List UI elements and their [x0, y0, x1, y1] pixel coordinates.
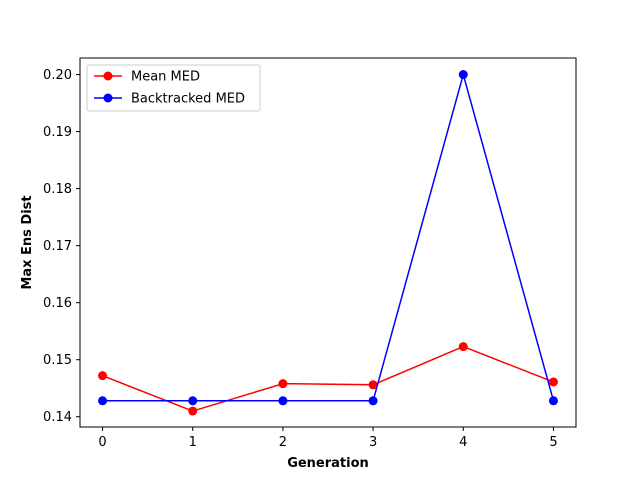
y-tick-label: 0.16: [43, 296, 72, 311]
y-tick-label: 0.14: [43, 410, 72, 425]
x-tick-label: 5: [549, 435, 557, 450]
legend-mean-med-marker: [103, 71, 113, 81]
legend-backtracked-med-label: Backtracked MED: [131, 92, 245, 107]
y-axis-ticks: 0.14 0.15 0.16 0.17 0.18 0.19 0.20: [43, 68, 80, 425]
backtracked-med-point: [368, 396, 378, 406]
legend-backtracked-med-marker: [103, 93, 113, 103]
x-axis-label: Generation: [287, 456, 369, 471]
backtracked-med-point: [278, 396, 288, 406]
x-axis-ticks: 0 1 2 3 4 5: [98, 427, 558, 450]
x-tick-label: 3: [369, 435, 377, 450]
x-tick-label: 4: [459, 435, 467, 450]
y-tick-label: 0.19: [43, 125, 72, 140]
y-tick-label: 0.20: [43, 68, 72, 83]
backtracked-med-line: [102, 73, 555, 402]
mean-med-point: [278, 379, 288, 389]
y-tick-label: 0.15: [43, 353, 72, 368]
plot-frame: [79, 57, 577, 428]
y-axis-label: Max Ens Dist: [20, 195, 35, 289]
mean-med-point: [368, 380, 378, 390]
backtracked-med-point: [548, 396, 558, 406]
mean-med-point: [188, 406, 198, 416]
x-tick-label: 1: [189, 435, 197, 450]
backtracked-med-point: [458, 70, 468, 80]
legend-mean-med-label: Mean MED: [131, 70, 200, 85]
legend: Mean MED Backtracked MED: [86, 64, 261, 112]
series-layer: [98, 70, 558, 416]
mean-med-point: [98, 371, 108, 381]
y-tick-label: 0.18: [43, 182, 72, 197]
mean-med-point: [458, 342, 468, 352]
y-tick-label: 0.17: [43, 239, 72, 254]
backtracked-med-point: [188, 396, 198, 406]
x-tick-label: 2: [279, 435, 287, 450]
mean-med-line: [102, 345, 554, 412]
mean-med-point: [548, 377, 558, 387]
legend-box: [86, 64, 261, 112]
x-tick-label: 0: [98, 435, 106, 450]
backtracked-med-point: [98, 396, 108, 406]
